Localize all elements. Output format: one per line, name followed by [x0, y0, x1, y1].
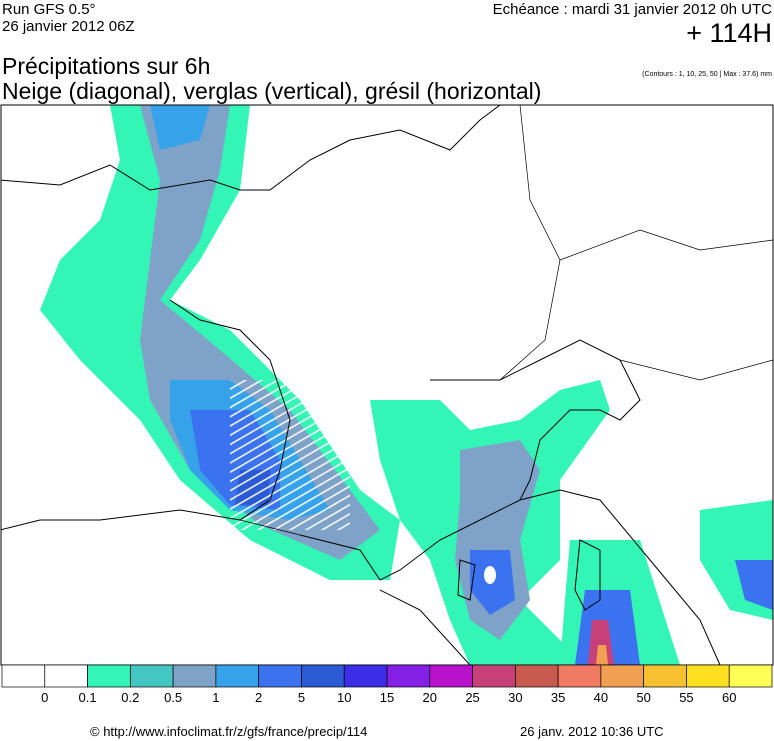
legend-label: 15	[380, 690, 394, 705]
precip-area	[484, 566, 496, 584]
legend-label: 30	[508, 690, 522, 705]
snow-hatch	[230, 380, 350, 530]
border	[239, 105, 773, 536]
legend-swatch	[600, 664, 645, 688]
legend-swatch	[1, 664, 46, 688]
contours-note: (Contours : 1, 10, 25, 50 | Max : 37.6) …	[642, 71, 772, 78]
map	[0, 104, 774, 666]
legend-swatch	[44, 664, 88, 688]
legend-swatch	[557, 664, 602, 688]
precip-area	[588, 620, 614, 665]
legend-swatch	[472, 664, 516, 688]
generated-time: 26 janv. 2012 10:36 UTC	[520, 724, 664, 739]
legend-label: 50	[636, 690, 650, 705]
legend-label: 25	[465, 690, 479, 705]
precip-area	[596, 645, 608, 665]
legend-label: 20	[423, 690, 437, 705]
legend-label: 0.1	[79, 690, 97, 705]
legend-label: 40	[594, 690, 608, 705]
legend-label: 0	[41, 690, 48, 705]
legend-swatch	[172, 664, 217, 688]
source-url: © http://www.infoclimat.fr/z/gfs/france/…	[90, 724, 367, 739]
legend-label: 35	[551, 690, 565, 705]
legend-swatch	[514, 664, 559, 688]
lead-time: + 114H	[686, 18, 772, 48]
legend-label: 5	[298, 690, 305, 705]
legend-swatch	[129, 664, 174, 688]
legend-swatch	[258, 664, 302, 688]
legend-label: 0.5	[164, 690, 182, 705]
legend-label: 2	[255, 690, 262, 705]
valid-time: Echéance : mardi 31 janvier 2012 0h UTC	[493, 1, 772, 18]
legend-swatch	[728, 664, 773, 688]
legend-swatch	[429, 664, 473, 688]
legend-label: 1	[212, 690, 219, 705]
legend-swatch	[301, 664, 345, 688]
run-label: Run GFS 0.5°	[2, 1, 96, 18]
legend-swatch	[343, 664, 388, 688]
legend-swatch	[386, 664, 431, 688]
legend-label: 10	[337, 690, 351, 705]
coastline	[1, 105, 721, 665]
legend-label: 60	[722, 690, 736, 705]
legend-swatch	[686, 664, 730, 688]
precip-area	[575, 560, 773, 665]
legend-swatch	[87, 664, 131, 688]
map-subtitle: Neige (diagonal), verglas (vertical), gr…	[2, 78, 541, 104]
legend-swatch	[643, 664, 687, 688]
run-date: 26 janvier 2012 06Z	[2, 18, 135, 35]
map-title: Précipitations sur 6h	[2, 53, 210, 79]
legend-swatch	[215, 664, 260, 688]
legend-label: 55	[679, 690, 693, 705]
legend: 0 0.1 0.2 0.5 1 2 5 10 15 20 25 30 35 40 50 55 60	[1, 664, 773, 705]
legend-label: 0.2	[121, 690, 139, 705]
